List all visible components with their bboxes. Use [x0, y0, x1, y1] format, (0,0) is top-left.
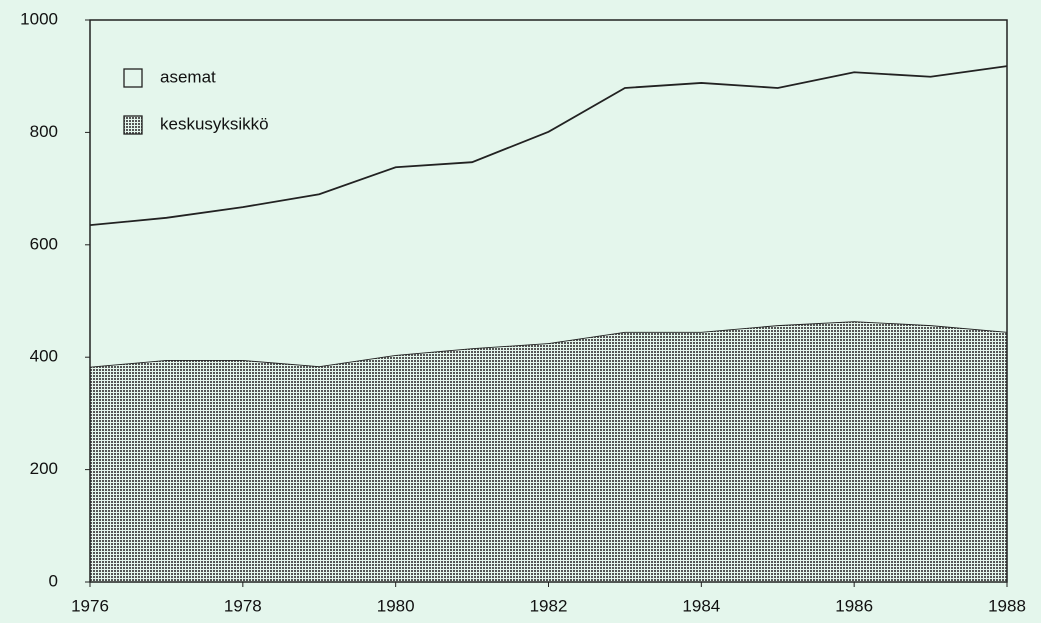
legend-swatch: [123, 68, 143, 88]
y-tick-label: 800: [30, 122, 58, 141]
x-tick-label: 1978: [224, 596, 262, 615]
y-tick-label: 400: [30, 347, 58, 366]
x-tick-label: 1980: [377, 596, 415, 615]
legend-label: asemat: [160, 67, 216, 86]
area-edge: [89, 65, 1008, 227]
y-tick-label: 1000: [20, 9, 58, 28]
y-tick-label: 600: [30, 234, 58, 253]
x-tick-label: 1986: [835, 596, 873, 615]
x-tick-label: 1988: [988, 596, 1026, 615]
area: [90, 66, 1007, 367]
x-tick-label: 1982: [530, 596, 568, 615]
y-tick-label: 0: [49, 571, 58, 590]
area: [90, 321, 1007, 582]
x-tick-label: 1984: [682, 596, 720, 615]
legend-swatch: [123, 115, 143, 135]
y-tick-label: 200: [30, 459, 58, 478]
x-tick-label: 1976: [71, 596, 109, 615]
legend-label: keskusyksikkö: [160, 114, 269, 133]
